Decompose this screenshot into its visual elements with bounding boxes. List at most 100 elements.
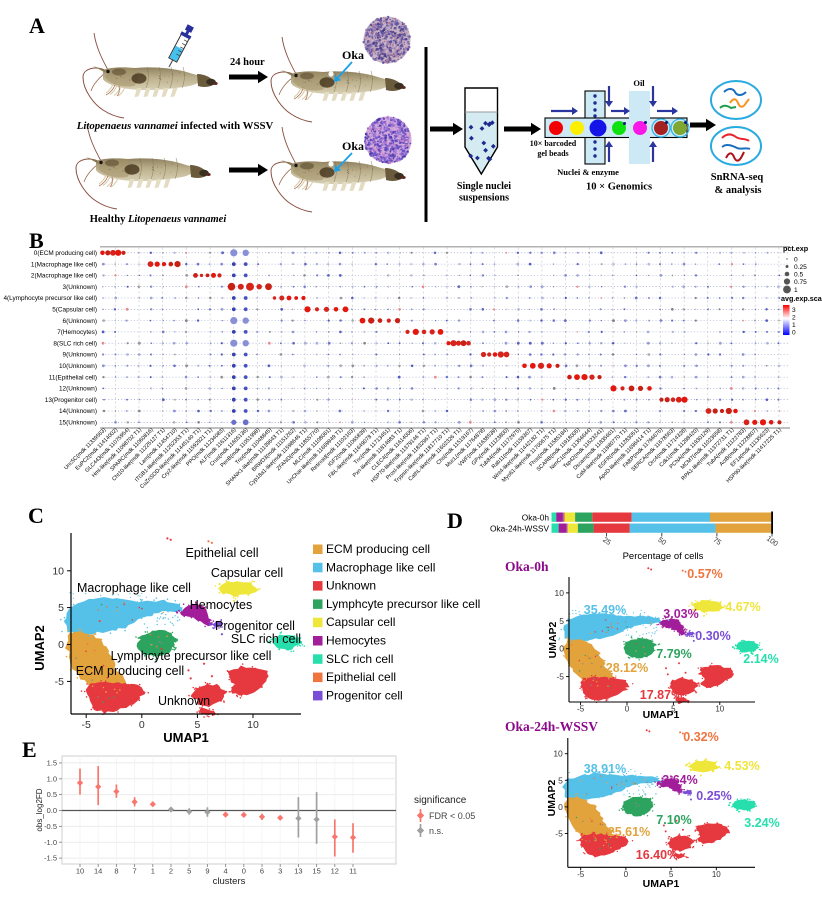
svg-text:Lymphcyte precursor like cell: Lymphcyte precursor like cell (111, 649, 272, 663)
svg-text:75: 75 (711, 535, 723, 547)
svg-text:2(Macrophage like cell): 2(Macrophage like cell) (31, 273, 97, 280)
svg-text:Oka-0h: Oka-0h (505, 559, 549, 574)
svg-text:7.79%: 7.79% (656, 647, 691, 661)
svg-text:Progenitor cell: Progenitor cell (326, 688, 403, 702)
svg-text:Capsular cell: Capsular cell (326, 615, 395, 629)
svg-text:7: 7 (133, 867, 137, 876)
svg-text:UMAP1: UMAP1 (643, 878, 680, 890)
svg-text:4.53%: 4.53% (724, 759, 759, 773)
svg-text:SnRNA-seq: SnRNA-seq (711, 172, 764, 183)
svg-text:Oka-24h-WSSV: Oka-24h-WSSV (490, 523, 549, 533)
svg-text:Hemocytes: Hemocytes (190, 598, 253, 612)
svg-text:pct.exp: pct.exp (783, 244, 809, 253)
svg-text:-1.5: -1.5 (44, 854, 57, 863)
svg-text:0: 0 (139, 719, 145, 731)
svg-text:15: 15 (312, 867, 320, 876)
svg-text:1(Macrophage like cell): 1(Macrophage like cell) (31, 261, 97, 268)
svg-text:0.0: 0.0 (47, 806, 57, 815)
svg-text:50: 50 (656, 535, 668, 547)
svg-text:Single nuclei: Single nuclei (457, 181, 511, 192)
svg-text:10× barcoded: 10× barcoded (530, 139, 577, 148)
svg-text:Oka: Oka (342, 139, 364, 153)
svg-text:3: 3 (278, 867, 282, 876)
svg-text:significance: significance (414, 795, 467, 806)
svg-text:0: 0 (242, 867, 246, 876)
svg-text:11(Epithelial cell): 11(Epithelial cell) (49, 374, 97, 381)
svg-text:10: 10 (555, 588, 565, 598)
svg-text:0: 0 (625, 705, 630, 714)
svg-text:suspensions: suspensions (459, 193, 509, 204)
svg-text:ECM producing cell: ECM producing cell (326, 542, 430, 556)
svg-text:7(Hemocytes): 7(Hemocytes) (57, 329, 97, 336)
svg-text:Macrophage like cell: Macrophage like cell (77, 581, 191, 595)
svg-text:& analysis: & analysis (715, 185, 762, 196)
svg-text:24 hour: 24 hour (230, 57, 265, 68)
svg-text:3.03%: 3.03% (663, 607, 698, 621)
svg-text:Epithelial cell: Epithelial cell (326, 670, 396, 684)
svg-text:35.49%: 35.49% (584, 603, 626, 617)
svg-text:15(Unknown): 15(Unknown) (59, 420, 97, 427)
svg-text:UMAP1: UMAP1 (643, 709, 680, 721)
svg-text:5(Capsular cell): 5(Capsular cell) (52, 307, 97, 314)
svg-text:Hemocytes: Hemocytes (326, 634, 386, 648)
svg-text:0: 0 (558, 802, 563, 812)
svg-text:10(Unknown): 10(Unknown) (59, 363, 97, 370)
svg-text:1: 1 (151, 867, 155, 876)
svg-text:UMAP1: UMAP1 (163, 730, 209, 745)
svg-text:Progenitor cell: Progenitor cell (215, 619, 295, 633)
svg-text:UMAP2: UMAP2 (547, 621, 559, 658)
svg-text:-0.5: -0.5 (44, 822, 57, 831)
svg-text:5: 5 (187, 867, 191, 876)
svg-text:0.25%: 0.25% (696, 789, 731, 803)
svg-text:1: 1 (794, 287, 798, 294)
svg-text:4.67%: 4.67% (725, 600, 760, 614)
svg-text:-5: -5 (577, 870, 585, 879)
svg-text:-5: -5 (82, 719, 91, 731)
svg-text:10: 10 (247, 719, 259, 731)
svg-text:0.25: 0.25 (794, 264, 807, 271)
svg-text:Unknown: Unknown (158, 694, 210, 708)
svg-text:5: 5 (669, 870, 674, 879)
svg-text:0: 0 (792, 330, 796, 337)
svg-text:Epithelial cell: Epithelial cell (186, 546, 259, 560)
svg-text:1.0: 1.0 (47, 774, 57, 783)
svg-text:A: A (29, 13, 45, 38)
svg-text:0(ECM producing cell): 0(ECM producing cell) (34, 250, 97, 257)
svg-text:Macrophage like cell: Macrophage like cell (326, 560, 435, 574)
svg-text:5: 5 (194, 719, 200, 731)
svg-text:9(Unknown): 9(Unknown) (63, 352, 97, 359)
svg-text:10 × Genomics: 10 × Genomics (586, 182, 652, 193)
svg-text:Oka: Oka (342, 48, 364, 62)
svg-text:-1.0: -1.0 (44, 838, 57, 847)
svg-text:14(Unknown): 14(Unknown) (59, 408, 97, 415)
svg-text:B: B (29, 228, 44, 253)
svg-text:-5: -5 (55, 676, 64, 688)
svg-text:25.61%: 25.61% (608, 825, 650, 839)
svg-text:Oka-0h: Oka-0h (522, 512, 550, 522)
svg-text:Oil: Oil (633, 78, 645, 88)
svg-text:28.12%: 28.12% (606, 661, 648, 675)
svg-text:UMAP2: UMAP2 (546, 779, 558, 816)
svg-text:6(Unknown): 6(Unknown) (63, 318, 97, 325)
svg-text:0: 0 (58, 639, 64, 651)
svg-text:6: 6 (260, 867, 264, 876)
svg-text:2: 2 (792, 315, 796, 322)
svg-text:14: 14 (94, 867, 102, 876)
svg-text:0.30%: 0.30% (695, 629, 730, 643)
svg-text:E: E (22, 737, 37, 762)
svg-text:11: 11 (349, 867, 357, 876)
svg-text:0.57%: 0.57% (687, 567, 722, 581)
svg-text:-5: -5 (556, 672, 564, 682)
svg-text:5: 5 (559, 616, 564, 626)
svg-text:SLC rich cell: SLC rich cell (326, 652, 393, 666)
svg-text:13: 13 (294, 867, 302, 876)
svg-text:10: 10 (553, 749, 563, 759)
svg-text:Capsular cell: Capsular cell (211, 566, 283, 580)
svg-text:3.24%: 3.24% (744, 816, 779, 830)
svg-text:SLC rich cell: SLC rich cell (231, 632, 301, 646)
svg-text:0: 0 (794, 256, 798, 263)
svg-text:8: 8 (114, 867, 118, 876)
svg-text:3(Unknown): 3(Unknown) (63, 284, 97, 291)
svg-text:obs_log2FD: obs_log2FD (35, 788, 44, 831)
svg-text:avg.exp.scale: avg.exp.scale (781, 294, 822, 303)
